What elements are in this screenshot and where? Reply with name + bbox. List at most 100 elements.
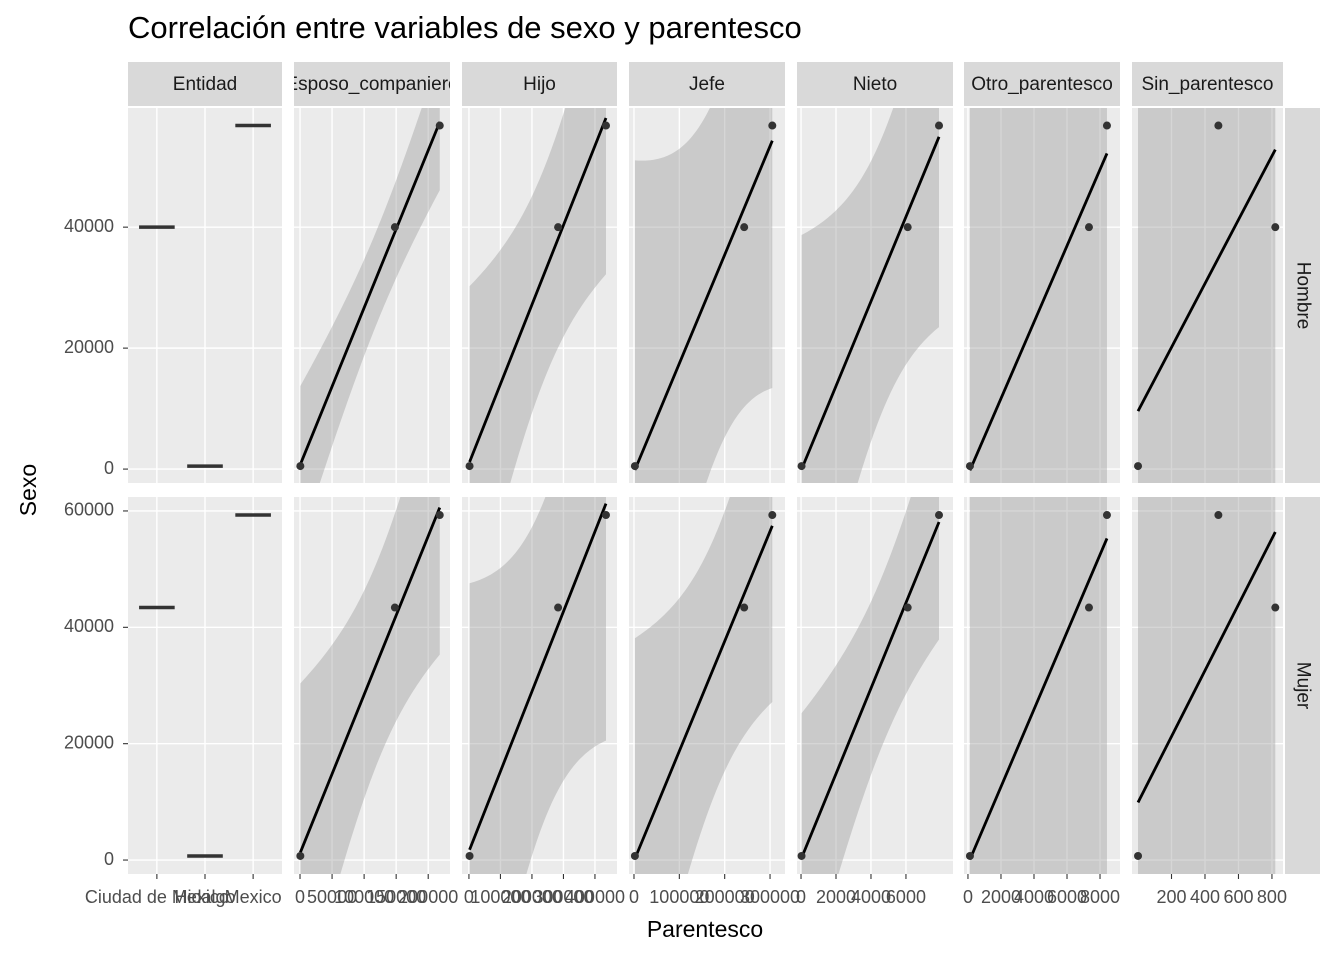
x-tick-label: 200000 bbox=[695, 887, 755, 907]
strip-label-group: Esposo_companiero bbox=[285, 74, 458, 95]
x-tick-label: 400 bbox=[1190, 887, 1220, 907]
x-tick-label: 50000 bbox=[307, 887, 357, 907]
point bbox=[965, 851, 974, 860]
panel bbox=[797, 497, 953, 874]
x-tick-label: 400000 bbox=[565, 887, 625, 907]
point bbox=[1102, 121, 1111, 130]
column-strip-label: Esposo_companiero bbox=[285, 74, 458, 95]
point bbox=[1214, 121, 1223, 130]
panel bbox=[462, 497, 617, 874]
point bbox=[740, 223, 749, 232]
point bbox=[768, 121, 777, 130]
point bbox=[390, 603, 399, 612]
point bbox=[1134, 851, 1143, 860]
y-tick-label: 0 bbox=[104, 458, 114, 478]
point bbox=[554, 603, 563, 612]
point bbox=[601, 121, 610, 130]
y-tick-label: 0 bbox=[104, 849, 114, 869]
x-tick-label: 0 bbox=[629, 887, 639, 907]
point bbox=[935, 511, 944, 520]
y-tick-label: 40000 bbox=[64, 616, 114, 636]
point bbox=[1084, 603, 1093, 612]
panel-background bbox=[1132, 108, 1283, 483]
column-strip bbox=[964, 62, 1120, 106]
panel bbox=[964, 497, 1120, 874]
confidence-band bbox=[1138, 497, 1276, 874]
x-tick-label: 200000 bbox=[398, 887, 458, 907]
panel bbox=[294, 497, 450, 874]
fit-line bbox=[968, 152, 1109, 471]
x-tick-label: 200000 bbox=[502, 887, 562, 907]
column-strip bbox=[1132, 62, 1283, 106]
fit-line bbox=[468, 503, 608, 851]
panel-background bbox=[797, 497, 953, 874]
y-tick-label: 20000 bbox=[64, 337, 114, 357]
fit-line bbox=[800, 521, 941, 859]
fit-line bbox=[633, 525, 774, 860]
panel bbox=[629, 108, 785, 483]
strip-label-group: Sin_parentesco bbox=[1141, 74, 1273, 95]
x-tick-label: 4000 bbox=[1014, 887, 1054, 907]
confidence-band bbox=[1138, 108, 1276, 483]
x-tick-label: 0 bbox=[464, 887, 474, 907]
point bbox=[797, 851, 806, 860]
fit-line bbox=[468, 117, 608, 463]
x-tick-label: 0 bbox=[295, 887, 305, 907]
fit-line bbox=[1136, 531, 1277, 804]
row-strip-label: Hombre bbox=[1292, 262, 1313, 330]
x-tick-label: Hidalgo bbox=[174, 887, 235, 907]
x-tick-label: 150000 bbox=[366, 887, 426, 907]
point bbox=[435, 511, 444, 520]
point bbox=[465, 851, 474, 860]
column-strip bbox=[629, 62, 785, 106]
x-tick-label: 100000 bbox=[334, 887, 394, 907]
strip-label-group: Jefe bbox=[689, 74, 725, 95]
point bbox=[768, 511, 777, 520]
fit-line bbox=[299, 507, 442, 853]
point bbox=[630, 851, 639, 860]
row-strip-label: Mujer bbox=[1292, 662, 1313, 710]
strip-label-group: Hijo bbox=[523, 74, 556, 95]
panel bbox=[294, 108, 450, 483]
panel-background bbox=[462, 108, 617, 483]
column-strip bbox=[128, 62, 282, 106]
point bbox=[903, 603, 912, 612]
x-tick-label: 8000 bbox=[1080, 887, 1120, 907]
x-tick-label: 300000 bbox=[740, 887, 800, 907]
row-strip bbox=[1285, 497, 1320, 874]
y-axis-title: Sexo bbox=[15, 464, 41, 516]
confidence-band bbox=[634, 497, 773, 874]
panel-background bbox=[294, 108, 450, 483]
panel-background bbox=[462, 497, 617, 874]
x-tick-label: 200 bbox=[1156, 887, 1186, 907]
point bbox=[390, 223, 399, 232]
column-strip-label: Otro_parentesco bbox=[971, 74, 1113, 95]
panel bbox=[128, 108, 282, 483]
fit-line bbox=[800, 136, 941, 470]
strip-label-group: Nieto bbox=[853, 74, 897, 95]
x-tick-label: 600 bbox=[1223, 887, 1253, 907]
point bbox=[797, 462, 806, 471]
strip-label-group: Otro_parentesco bbox=[971, 74, 1113, 95]
x-tick-label: 100000 bbox=[470, 887, 530, 907]
chart-title: Correlación entre variables de sexo y pa… bbox=[128, 10, 802, 45]
strip-label-group: Entidad bbox=[173, 74, 237, 95]
panel bbox=[1132, 497, 1283, 874]
x-tick-label: 0 bbox=[796, 887, 806, 907]
x-tick-label: 100000 bbox=[649, 887, 709, 907]
point bbox=[903, 223, 912, 232]
point bbox=[554, 223, 563, 232]
row-strip bbox=[1285, 108, 1320, 483]
point bbox=[1271, 223, 1280, 232]
point bbox=[1214, 511, 1223, 520]
column-strip-label: Jefe bbox=[689, 74, 725, 95]
panel bbox=[128, 497, 282, 874]
point bbox=[296, 851, 305, 860]
y-tick-label: 20000 bbox=[64, 732, 114, 752]
fit-line bbox=[968, 537, 1109, 861]
x-tick-label: 2000 bbox=[981, 887, 1021, 907]
fit-line bbox=[633, 140, 774, 471]
x-tick-label: 6000 bbox=[886, 887, 926, 907]
x-tick-label: 300000 bbox=[533, 887, 593, 907]
